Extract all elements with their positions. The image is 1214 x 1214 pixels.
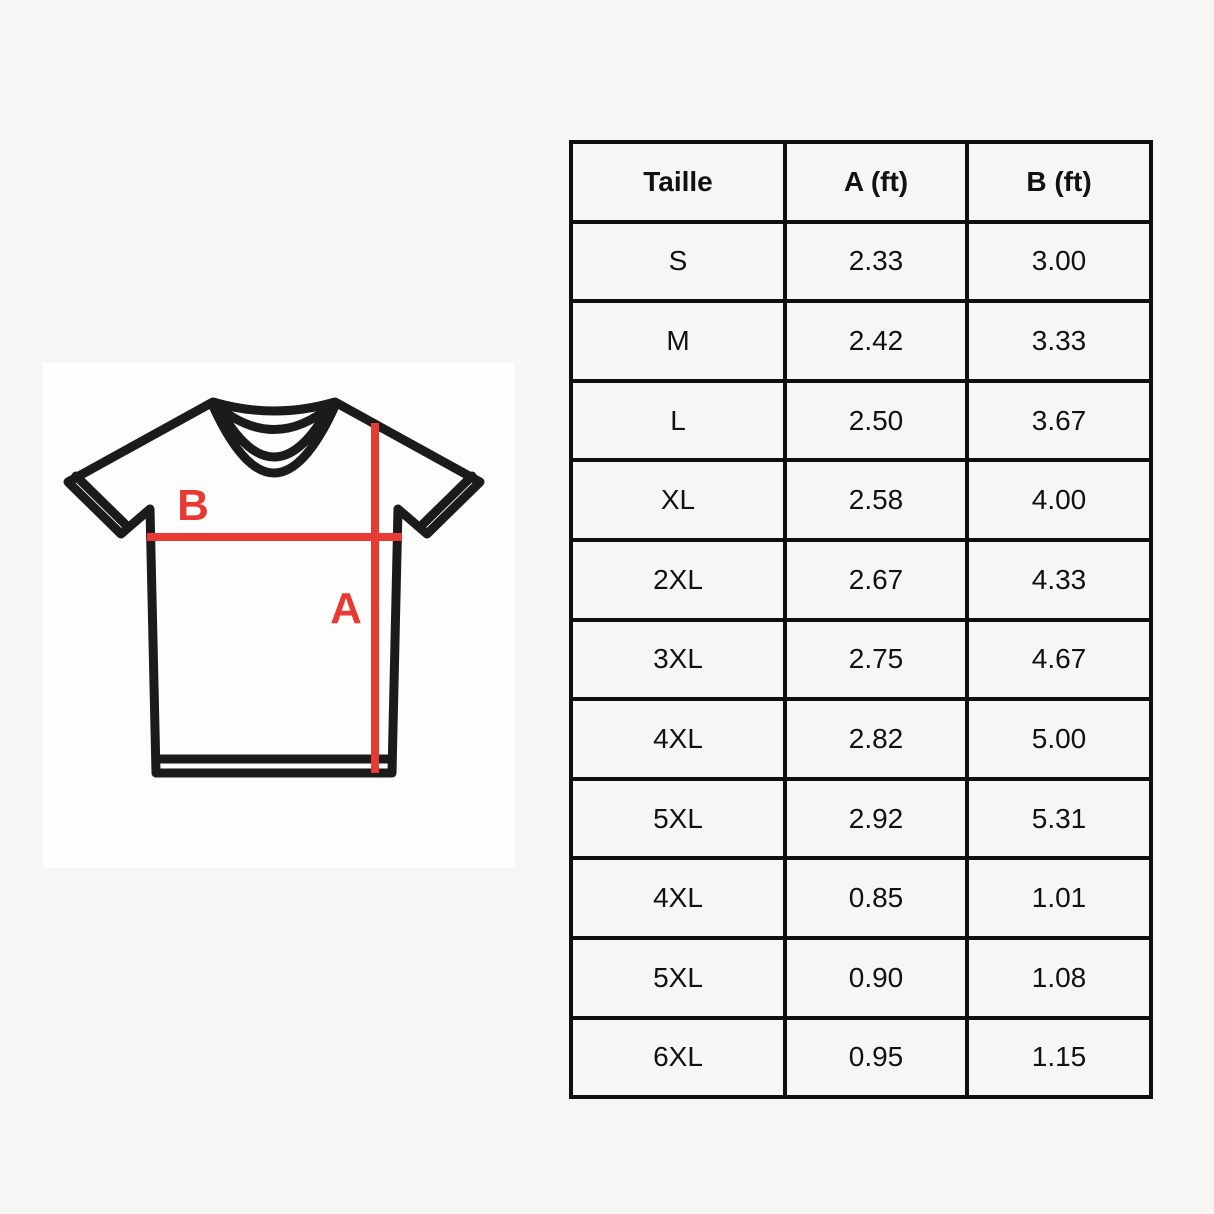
a-value-cell: 2.58 (783, 458, 969, 542)
b-value-cell: 5.00 (965, 697, 1153, 781)
a-value-cell: 2.67 (783, 537, 969, 622)
b-value-cell: 5.31 (965, 776, 1153, 861)
b-value-cell: 3.00 (965, 219, 1153, 304)
size-cell: 6XL (569, 1015, 787, 1100)
b-value-cell: 3.67 (965, 378, 1153, 463)
collar-back-arc (211, 400, 337, 434)
table-row: L 2.50 3.67 (569, 378, 1153, 463)
size-table-header: Taille A (ft) B (ft) (569, 140, 1153, 224)
a-value-cell: 2.42 (783, 299, 969, 383)
a-value-cell: 2.92 (783, 776, 969, 861)
size-cell: M (569, 299, 787, 383)
size-cell: 4XL (569, 697, 787, 781)
a-value-cell: 2.82 (783, 697, 969, 781)
tshirt-diagram-panel: B A (43, 362, 515, 868)
table-row: 5XL 2.92 5.31 (569, 776, 1153, 861)
right-cuff-hem-line (416, 471, 477, 531)
table-row: 4XL 0.85 1.01 (569, 856, 1153, 940)
table-row: 2XL 2.67 4.33 (569, 537, 1153, 622)
table-row: 6XL 0.95 1.15 (569, 1015, 1153, 1100)
a-value-cell: 2.75 (783, 617, 969, 702)
table-row: M 2.42 3.33 (569, 299, 1153, 383)
header-a-ft: A (ft) (783, 140, 969, 224)
a-value-cell: 2.50 (783, 378, 969, 463)
size-cell: XL (569, 458, 787, 542)
size-cell: 3XL (569, 617, 787, 702)
a-value-cell: 0.85 (783, 856, 969, 940)
b-value-cell: 4.33 (965, 537, 1153, 622)
b-value-cell: 1.15 (965, 1015, 1153, 1100)
table-row: XL 2.58 4.00 (569, 458, 1153, 542)
collar-inner-arc (214, 403, 334, 462)
table-row: 4XL 2.82 5.00 (569, 697, 1153, 781)
measure-label-b: B (177, 481, 209, 530)
collar-outer-arc (208, 401, 340, 478)
size-table: Taille A (ft) B (ft) S 2.33 3.00 M 2.42 3.33 L… (569, 140, 1153, 1100)
size-cell: 5XL (569, 935, 787, 1020)
header-row: Taille A (ft) B (ft) (569, 140, 1153, 224)
b-value-cell: 1.08 (965, 935, 1153, 1020)
a-value-cell: 0.90 (783, 935, 969, 1020)
table-row: 5XL 0.90 1.08 (569, 935, 1153, 1020)
left-cuff-hem-line (71, 471, 132, 531)
b-value-cell: 4.67 (965, 617, 1153, 702)
b-value-cell: 3.33 (965, 299, 1153, 383)
size-table-body: S 2.33 3.00 M 2.42 3.33 L 2.50 3.67 XL 2.58 4.00 2XL… (569, 219, 1153, 1100)
size-cell: 4XL (569, 856, 787, 940)
size-cell: S (569, 219, 787, 304)
table-row: S 2.33 3.00 (569, 219, 1153, 304)
a-value-cell: 2.33 (783, 219, 969, 304)
size-cell: 2XL (569, 537, 787, 622)
tshirt-measurement-icon: B A (63, 397, 485, 778)
b-value-cell: 4.00 (965, 458, 1153, 542)
b-value-cell: 1.01 (965, 856, 1153, 940)
size-cell: 5XL (569, 776, 787, 861)
a-value-cell: 0.95 (783, 1015, 969, 1100)
size-cell: L (569, 378, 787, 463)
measure-label-a: A (330, 584, 362, 633)
table-row: 3XL 2.75 4.67 (569, 617, 1153, 702)
header-b-ft: B (ft) (965, 140, 1153, 224)
header-size: Taille (569, 140, 787, 224)
